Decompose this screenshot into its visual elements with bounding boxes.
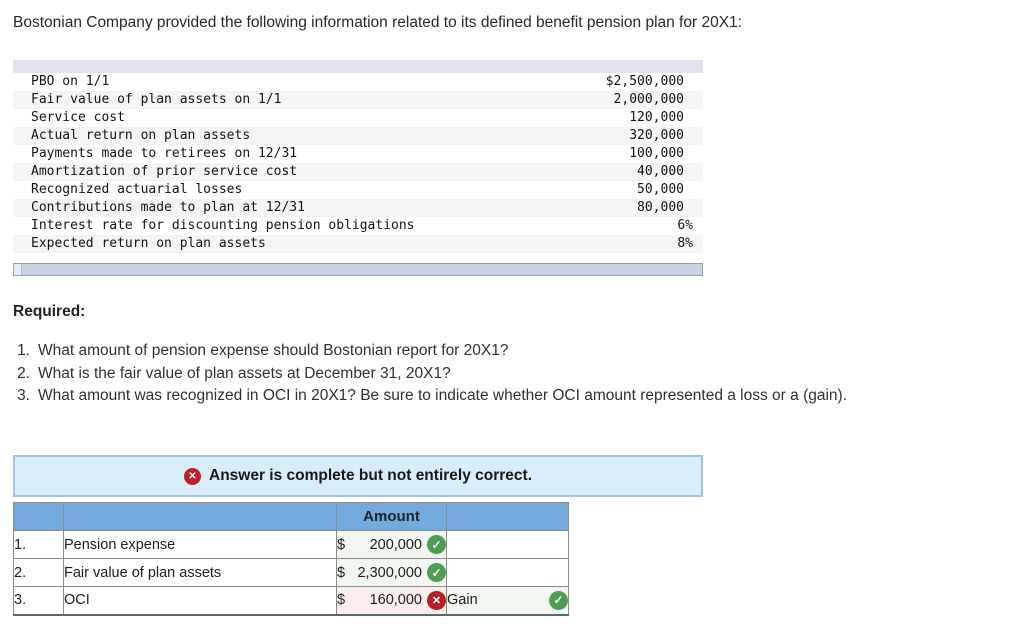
question-item: 3. What amount was recognized in OCI in … [8,385,1018,408]
scrollbar-left-segment[interactable] [14,264,22,275]
header-blank-cell [446,502,569,531]
info-label: PBO on 1/1 [31,74,110,89]
info-label: Interest rate for discounting pension ob… [31,218,415,233]
grading-result-text: Answer is complete but not entirely corr… [209,467,532,484]
question-text: What amount was recognized in OCI in 20X… [38,387,848,404]
question-item: 2. What is the fair value of plan assets… [8,363,1018,386]
row-number: 2. [13,558,64,587]
info-value: 6% [677,218,693,233]
info-value: 40,000 [637,164,684,179]
info-value: $2,500,000 [605,74,684,89]
question-text: What is the fair value of plan assets at… [38,364,451,382]
info-label: Actual return on plan assets [31,128,251,143]
info-label: Payments made to retirees on 12/31 [31,146,298,161]
info-label: Fair value of plan assets on 1/1 [31,92,282,107]
amount-cell[interactable]: $ 200,000 ✓ [336,530,447,559]
info-row: Payments made to retirees on 12/31 100,0… [13,145,703,163]
info-value: 80,000 [637,200,684,215]
question-intro-text: Bostonian Company provided the following… [13,14,742,31]
amount-cell[interactable]: $ 160,000 ✕ [336,586,447,615]
info-value: 2,000,000 [613,92,684,107]
check-circle-icon: ✓ [549,590,568,610]
amount-value: 200,000 [369,536,422,553]
amount-cell[interactable]: $ 2,300,000 ✓ [336,558,447,587]
header-blank-cell [63,502,337,531]
currency-symbol: $ [337,564,346,581]
info-row: Amortization of prior service cost 40,00… [13,163,703,181]
info-value: 8% [677,236,693,251]
required-heading: Required: [13,303,86,320]
x-circle-icon: ✕ [184,467,201,485]
row-label: Fair value of plan assets [63,558,337,587]
check-circle-icon: ✓ [427,535,446,554]
x-circle-icon: ✕ [427,590,446,610]
question-number: 3. [17,387,30,404]
info-value: 120,000 [629,110,684,125]
grading-result-banner: ✕ Answer is complete but not entirely co… [13,455,703,497]
info-row: PBO on 1/1 $2,500,000 [13,73,703,91]
question-list: 1. What amount of pension expense should… [8,340,1018,408]
info-label: Contributions made to plan at 12/31 [31,200,305,215]
amount-value: 2,300,000 [357,564,422,581]
amount-value: 160,000 [369,592,422,609]
info-value: 100,000 [629,146,684,161]
extra-cell [446,558,569,587]
info-label: Service cost [31,110,125,125]
info-label: Expected return on plan assets [31,236,266,251]
answer-row-2: 2. Fair value of plan assets $ 2,300,000… [13,558,569,587]
info-value: 50,000 [637,182,684,197]
row-label: OCI [63,586,337,615]
info-row: Contributions made to plan at 12/31 80,0… [13,199,703,217]
info-row: Interest rate for discounting pension ob… [13,217,703,235]
answer-row-1: 1. Pension expense $ 200,000 ✓ [13,530,569,559]
info-table-header-bar [13,60,703,73]
question-item: 1. What amount of pension expense should… [8,340,1018,363]
row-number: 1. [13,530,64,559]
question-number: 2. [17,364,30,382]
scrollbar-thumb[interactable] [22,264,702,275]
question-number: 1. [17,342,30,359]
pension-info-table: PBO on 1/1 $2,500,000 Fair value of plan… [13,60,703,253]
answer-table-header-row: Amount [13,502,569,531]
info-row: Service cost 120,000 [13,109,703,127]
info-value: 320,000 [629,128,684,143]
info-label: Recognized actuarial losses [31,182,243,197]
extra-value: Gain [447,592,478,609]
answer-table: Amount 1. Pension expense $ 200,000 ✓ 2. [13,502,569,616]
question-text: What amount of pension expense should Bo… [38,342,509,359]
row-label: Pension expense [63,530,337,559]
info-row: Fair value of plan assets on 1/1 2,000,0… [13,91,703,109]
row-number: 3. [13,586,64,615]
amount-column-header: Amount [336,502,447,531]
info-row: Expected return on plan assets 8% [13,235,703,253]
answer-row-3: 3. OCI $ 160,000 ✕ Gain ✓ [13,586,569,615]
info-row: Actual return on plan assets 320,000 [13,127,703,145]
info-label: Amortization of prior service cost [31,164,298,179]
check-circle-icon: ✓ [427,563,446,582]
currency-symbol: $ [337,592,346,609]
extra-cell [446,530,569,559]
extra-cell[interactable]: Gain ✓ [446,586,569,615]
horizontal-scrollbar[interactable] [13,263,703,276]
currency-symbol: $ [337,536,346,553]
header-blank-cell [13,502,64,531]
info-row: Recognized actuarial losses 50,000 [13,181,703,199]
